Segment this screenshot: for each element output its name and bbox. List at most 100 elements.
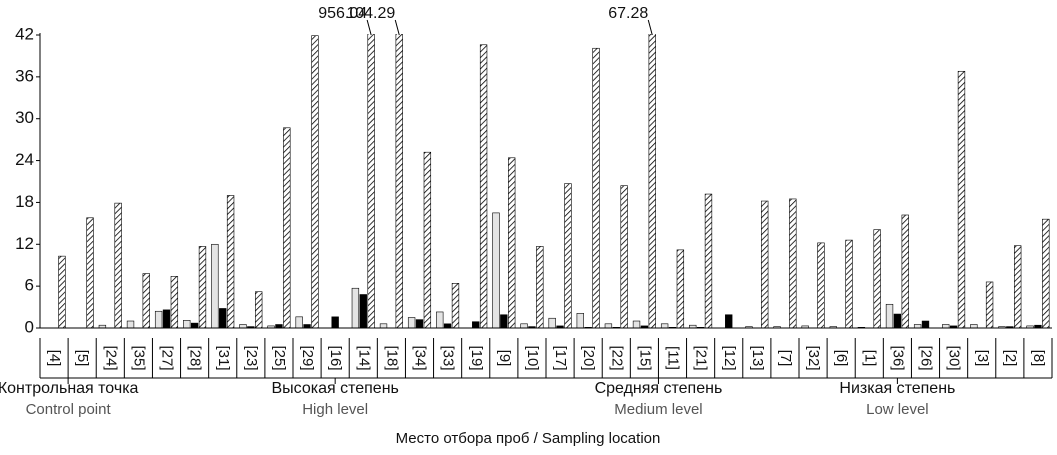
x-tick-label: [30] bbox=[946, 345, 963, 370]
bar bbox=[592, 47, 600, 329]
bar bbox=[893, 313, 902, 329]
x-tick-label: [1] bbox=[861, 350, 878, 367]
x-tick-label: [15] bbox=[636, 345, 653, 370]
group-sublabel: High level bbox=[302, 401, 368, 418]
bar bbox=[548, 317, 556, 329]
bar bbox=[500, 314, 508, 329]
bar bbox=[183, 320, 191, 329]
x-tick-label: [10] bbox=[524, 345, 541, 370]
bar bbox=[761, 200, 769, 329]
bar bbox=[114, 202, 122, 329]
y-tick-label: 30 bbox=[15, 108, 34, 127]
x-tick-label: [18] bbox=[383, 345, 400, 370]
y-tick-label: 42 bbox=[15, 24, 34, 43]
bar bbox=[303, 324, 311, 329]
x-tick-label: [13] bbox=[749, 345, 766, 370]
bar bbox=[359, 294, 367, 329]
x-tick-label: [34] bbox=[412, 345, 429, 370]
y-tick-label: 36 bbox=[15, 66, 34, 85]
x-tick-label: [7] bbox=[777, 350, 794, 367]
bar bbox=[154, 310, 163, 329]
bar bbox=[443, 323, 452, 329]
bar bbox=[472, 321, 480, 329]
x-tick-label: [4] bbox=[46, 350, 63, 367]
bar bbox=[970, 324, 978, 329]
bar bbox=[295, 316, 303, 329]
bar bbox=[520, 323, 528, 329]
bar bbox=[913, 324, 922, 329]
bar bbox=[1014, 245, 1022, 329]
data-label-leader bbox=[366, 19, 372, 36]
bar bbox=[508, 157, 516, 329]
x-tick-label: [21] bbox=[693, 345, 710, 370]
x-tick-label: [5] bbox=[74, 350, 91, 367]
bar bbox=[351, 287, 360, 329]
y-tick-label: 0 bbox=[25, 317, 34, 336]
bar bbox=[423, 151, 432, 329]
x-tick-label: [9] bbox=[496, 350, 513, 367]
group-label: Низкая степень bbox=[839, 380, 955, 397]
x-tick-label: [26] bbox=[918, 345, 935, 370]
x-tick-label: [27] bbox=[159, 345, 176, 370]
y-tick-label: 18 bbox=[15, 192, 34, 211]
bar bbox=[226, 195, 235, 329]
bar bbox=[957, 70, 966, 329]
x-tick-label: [35] bbox=[130, 345, 147, 370]
bar bbox=[436, 311, 444, 329]
bar bbox=[921, 320, 930, 329]
bar bbox=[283, 127, 291, 329]
bar bbox=[885, 303, 894, 329]
bar bbox=[660, 323, 669, 329]
x-tick-label: [36] bbox=[889, 345, 906, 370]
bar bbox=[379, 323, 388, 329]
bar bbox=[255, 291, 263, 329]
bar bbox=[219, 308, 227, 329]
x-tick-label: [11] bbox=[665, 346, 682, 370]
bar bbox=[676, 249, 685, 329]
bar bbox=[704, 193, 713, 329]
bar bbox=[407, 317, 416, 329]
data-label: 104.29 bbox=[346, 5, 395, 22]
bar bbox=[492, 212, 500, 329]
x-tick-label: [29] bbox=[299, 345, 316, 370]
x-tick-label: [23] bbox=[243, 345, 260, 370]
bar bbox=[86, 217, 94, 329]
bar bbox=[873, 229, 881, 329]
bar bbox=[942, 324, 950, 329]
x-tick-label: [20] bbox=[580, 345, 597, 370]
bar bbox=[817, 242, 825, 329]
bar bbox=[395, 34, 403, 329]
group-sublabel: Low level bbox=[866, 401, 929, 418]
x-axis-title: Место отбора проб / Sampling location bbox=[396, 430, 661, 447]
x-tick-label: [33] bbox=[440, 345, 457, 370]
group-label: Контрольная точка bbox=[0, 380, 139, 397]
x-tick-label: [19] bbox=[468, 345, 485, 370]
x-tick-label: [24] bbox=[102, 345, 119, 370]
bar bbox=[604, 323, 613, 329]
x-tick-label: [6] bbox=[833, 350, 850, 367]
bar bbox=[985, 281, 994, 329]
bar bbox=[170, 276, 179, 329]
bar bbox=[479, 44, 488, 329]
bar bbox=[367, 34, 375, 329]
bar bbox=[620, 185, 628, 329]
bar bbox=[142, 273, 150, 329]
bar bbox=[536, 246, 544, 329]
bar bbox=[648, 34, 656, 329]
x-tick-label: [2] bbox=[1002, 350, 1019, 367]
bar bbox=[789, 198, 797, 329]
bar bbox=[576, 313, 584, 329]
bar bbox=[451, 283, 460, 329]
bar bbox=[211, 243, 219, 329]
bar bbox=[632, 320, 641, 329]
bar bbox=[239, 324, 247, 329]
group-label: Высокая степень bbox=[271, 380, 398, 397]
x-tick-label: [12] bbox=[721, 345, 738, 370]
x-tick-label: [3] bbox=[974, 350, 991, 367]
bar bbox=[1042, 218, 1050, 329]
bar bbox=[126, 320, 135, 329]
x-tick-label: [22] bbox=[608, 345, 625, 370]
x-tick-label: [28] bbox=[187, 345, 204, 370]
x-tick-label: [16] bbox=[327, 345, 344, 370]
